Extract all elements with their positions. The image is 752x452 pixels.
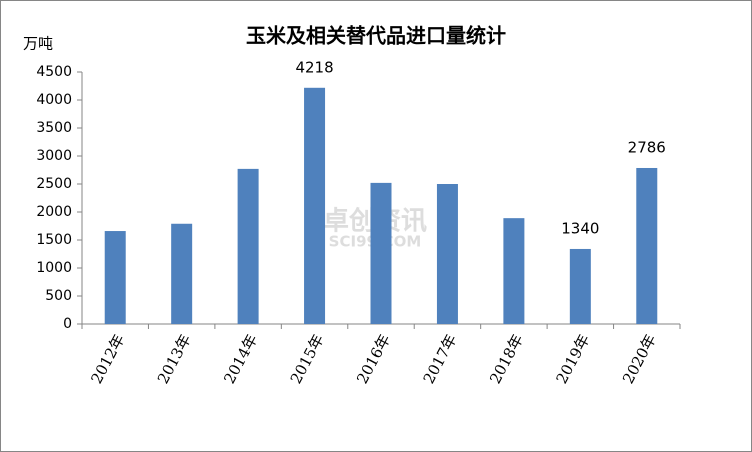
bar: [370, 182, 392, 324]
y-tick-label: 0: [63, 316, 72, 332]
y-tick-label: 3500: [36, 120, 72, 136]
y-tick-label: 3000: [36, 148, 72, 164]
bar: [237, 168, 259, 324]
y-tick-label: 4000: [36, 92, 72, 108]
y-tick-label: 4500: [36, 64, 72, 80]
data-label: 4218: [295, 58, 333, 76]
bar: [503, 218, 525, 324]
y-tick-label: 2500: [36, 176, 72, 192]
bar: [104, 231, 126, 324]
bar: [304, 87, 326, 325]
y-tick-label: 1500: [36, 232, 72, 248]
data-label: 2786: [628, 138, 666, 156]
bar: [569, 248, 591, 324]
data-label: 1340: [561, 219, 599, 237]
y-tick-label: 2000: [36, 204, 72, 220]
chart-title: 玉米及相关替代品进口量统计: [246, 24, 506, 48]
bar: [436, 184, 458, 324]
bar: [636, 167, 658, 324]
y-tick-label: 1000: [36, 260, 72, 276]
y-axis-label: 万吨: [23, 35, 53, 53]
bar: [171, 223, 193, 324]
y-tick-label: 500: [45, 288, 72, 304]
